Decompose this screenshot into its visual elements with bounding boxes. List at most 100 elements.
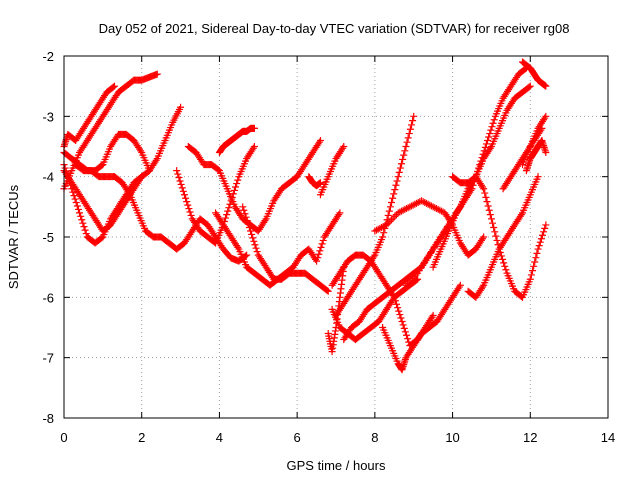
data-point <box>390 293 398 301</box>
data-points <box>60 58 550 374</box>
data-point <box>313 257 321 265</box>
data-point <box>489 119 497 127</box>
data-point <box>370 253 378 261</box>
data-point <box>429 203 437 211</box>
data-point <box>484 136 492 144</box>
data-series <box>464 173 542 301</box>
data-point <box>174 170 182 178</box>
data-point <box>73 202 81 210</box>
data-point <box>406 203 414 211</box>
data-series <box>60 70 161 193</box>
data-point <box>68 185 76 193</box>
plot-frame <box>63 55 609 419</box>
data-point <box>486 144 494 152</box>
data-point <box>482 140 490 148</box>
data-point <box>456 281 464 289</box>
data-point <box>388 216 396 224</box>
data-point <box>530 262 538 270</box>
data-series <box>173 143 258 247</box>
x-tick-label: 4 <box>216 430 223 445</box>
data-point <box>383 221 391 229</box>
data-point <box>532 254 540 262</box>
data-point <box>534 173 542 181</box>
data-point <box>394 173 402 181</box>
data-point <box>185 205 193 213</box>
data-point <box>536 238 544 246</box>
data-point <box>455 283 463 291</box>
data-point <box>386 217 394 225</box>
data-point <box>319 236 327 244</box>
data-point <box>434 205 442 213</box>
data-point <box>526 275 534 283</box>
data-point <box>399 206 407 214</box>
data-point <box>422 199 430 207</box>
data-series <box>72 161 251 265</box>
data-point <box>480 147 488 155</box>
data-point <box>479 283 487 291</box>
data-point <box>541 224 549 232</box>
data-point <box>248 230 256 238</box>
data-point <box>429 311 437 319</box>
data-point <box>489 219 497 227</box>
data-point <box>484 202 492 210</box>
data-point <box>316 179 324 187</box>
data-point <box>427 202 435 210</box>
data-point <box>386 203 394 211</box>
data-point <box>177 103 185 111</box>
data-point <box>398 160 406 168</box>
data-point <box>394 209 402 217</box>
data-point <box>315 138 323 146</box>
data-point <box>481 189 489 197</box>
data-point <box>389 292 397 300</box>
data-point <box>432 205 440 213</box>
data-point <box>222 214 230 222</box>
data-point <box>468 185 476 193</box>
data-point <box>479 150 487 158</box>
data-point <box>404 204 412 212</box>
data-point <box>398 207 406 215</box>
data-point <box>378 224 386 232</box>
data-point <box>396 164 404 172</box>
data-point <box>410 112 418 120</box>
data-series <box>215 124 258 157</box>
data-point <box>184 201 192 209</box>
data-point <box>487 126 495 134</box>
data-point <box>526 82 534 90</box>
data-series <box>184 136 324 235</box>
data-point <box>253 248 261 256</box>
data-point <box>249 234 257 242</box>
data-point <box>178 184 186 192</box>
data-point <box>480 185 488 193</box>
data-point <box>240 206 248 214</box>
data-point <box>243 251 251 259</box>
data-series <box>522 136 550 175</box>
data-point <box>390 190 398 198</box>
data-series <box>60 82 119 150</box>
data-point <box>488 123 496 131</box>
data-point <box>250 124 258 132</box>
data-series <box>332 112 418 319</box>
y-tick-label: -3 <box>42 109 54 124</box>
data-point <box>316 247 324 255</box>
data-point <box>410 273 418 281</box>
data-point <box>480 233 488 241</box>
y-axis-label: SDTVAR / TECUs <box>6 184 21 289</box>
data-point <box>402 143 410 150</box>
data-point <box>67 181 75 189</box>
data-point <box>389 214 397 222</box>
data-point <box>403 138 411 146</box>
data-point <box>395 307 403 315</box>
data-point <box>399 155 407 163</box>
data-point <box>478 154 486 162</box>
data-point <box>500 259 508 267</box>
data-series <box>371 197 488 259</box>
data-point <box>399 321 407 329</box>
data-point <box>111 82 119 90</box>
data-point <box>339 144 347 152</box>
y-tick-label: -4 <box>42 170 54 185</box>
data-point <box>234 243 242 251</box>
data-point <box>402 281 410 289</box>
data-point <box>245 224 253 232</box>
data-point <box>517 211 525 219</box>
data-point <box>261 217 269 225</box>
